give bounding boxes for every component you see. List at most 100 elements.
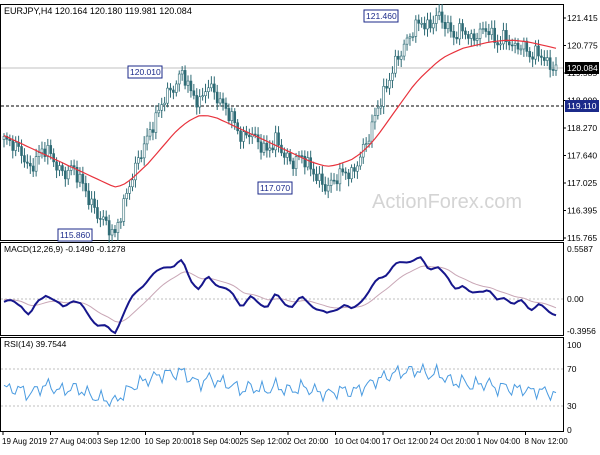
candle-body — [145, 135, 149, 145]
candle-body — [452, 31, 456, 38]
candle-body — [151, 129, 155, 133]
candle-body — [332, 179, 336, 182]
watermark: ActionForex.com — [372, 191, 522, 213]
candle-body — [99, 218, 102, 220]
candle-body — [426, 19, 429, 30]
price-tick-label: 116.395 — [567, 206, 597, 216]
candle-body — [519, 48, 523, 51]
candle-body — [481, 28, 485, 30]
candle-body — [20, 146, 23, 156]
candle-body — [14, 141, 17, 151]
candle-body — [423, 22, 426, 30]
candle-body — [394, 55, 397, 74]
candle-body — [323, 184, 327, 192]
candle-body — [291, 160, 295, 169]
annotation-swing-high: 120.010 — [127, 65, 163, 79]
high-label: 121.460 — [366, 11, 397, 21]
candle-body — [104, 216, 108, 221]
candle-body — [370, 121, 374, 142]
candle-body — [373, 115, 377, 123]
macd-line — [3, 256, 557, 335]
candle-body — [221, 98, 225, 104]
candle-body — [265, 142, 269, 151]
candle-body — [2, 136, 6, 140]
candle-body — [408, 36, 412, 39]
level-tag — [565, 100, 599, 112]
candle-body — [31, 165, 35, 172]
candle-body — [26, 161, 29, 164]
candle-body — [28, 163, 32, 167]
candle-body — [40, 148, 44, 153]
candle-body — [350, 167, 353, 180]
candle-body — [391, 72, 394, 81]
candle-body — [440, 11, 444, 23]
candle-body — [402, 43, 406, 57]
candle-body — [72, 165, 76, 168]
candle-body — [461, 23, 464, 32]
candle-body — [344, 171, 348, 174]
candle-body — [554, 64, 558, 71]
candle-body — [338, 168, 342, 185]
macd-tick-zero: 0.00 — [567, 294, 584, 304]
candle-body — [531, 56, 534, 60]
rsi-panel-frame — [0, 337, 564, 432]
candle-body — [160, 104, 164, 111]
price-axis: 121.415120.775119.535118.900118.270117.6… — [563, 13, 598, 243]
candle-body — [139, 157, 143, 159]
candle-body — [470, 33, 473, 39]
candle-body — [499, 43, 502, 46]
low-label: 115.860 — [60, 230, 90, 240]
candle-body — [326, 185, 330, 192]
candle-body — [277, 132, 280, 146]
candle-body — [505, 30, 508, 43]
candle-body — [142, 143, 146, 159]
candle-body — [478, 28, 482, 39]
candle-body — [230, 111, 234, 122]
candle-body — [218, 98, 222, 104]
candle-body — [195, 95, 199, 108]
candle-body — [432, 23, 435, 29]
candle-body — [364, 143, 368, 145]
candle-body — [224, 102, 228, 109]
candle-body — [96, 207, 99, 219]
candle-body — [329, 179, 333, 186]
candle-body — [487, 31, 491, 36]
candle-body — [312, 168, 315, 175]
candle-body — [212, 83, 216, 93]
candle-body — [128, 186, 131, 194]
candle-body — [125, 193, 128, 199]
candle-body — [379, 106, 383, 109]
candle-body — [376, 107, 380, 116]
candle-body — [502, 30, 505, 45]
candle-body — [49, 145, 53, 154]
x-tick-label: 3 Sep 12:00 — [97, 437, 141, 446]
candle-body — [493, 27, 496, 43]
candle-body — [242, 131, 245, 142]
candle-body — [356, 165, 359, 172]
candle-body — [256, 134, 260, 143]
x-tick-label: 2 Oct 20:00 — [287, 437, 329, 446]
candle-body — [37, 152, 41, 157]
candle-body — [90, 198, 93, 206]
candle-body — [300, 155, 304, 157]
candle-body — [382, 86, 385, 107]
candle-body — [507, 41, 511, 46]
candle-body — [472, 33, 476, 41]
candle-body — [201, 95, 204, 98]
rsi-tick-30: 30 — [567, 401, 577, 411]
candle-body — [534, 45, 537, 60]
x-tick-label: 25 Sep 12:00 — [240, 437, 288, 446]
candle-body — [268, 147, 272, 151]
price-tick-label: 118.270 — [567, 123, 597, 133]
candle-body — [510, 44, 514, 47]
candle-body — [303, 155, 307, 168]
candle-body — [545, 57, 549, 61]
annotation-swing-low: 117.070 — [257, 181, 293, 195]
candle-body — [23, 155, 26, 163]
candle-body — [248, 134, 251, 138]
candle-body — [192, 90, 196, 96]
candle-body — [75, 166, 79, 183]
candle-body — [131, 179, 134, 188]
x-axis: 19 Aug 2019 27 Aug 04:00 3 Sep 12:00 10 Sep… — [2, 431, 568, 446]
